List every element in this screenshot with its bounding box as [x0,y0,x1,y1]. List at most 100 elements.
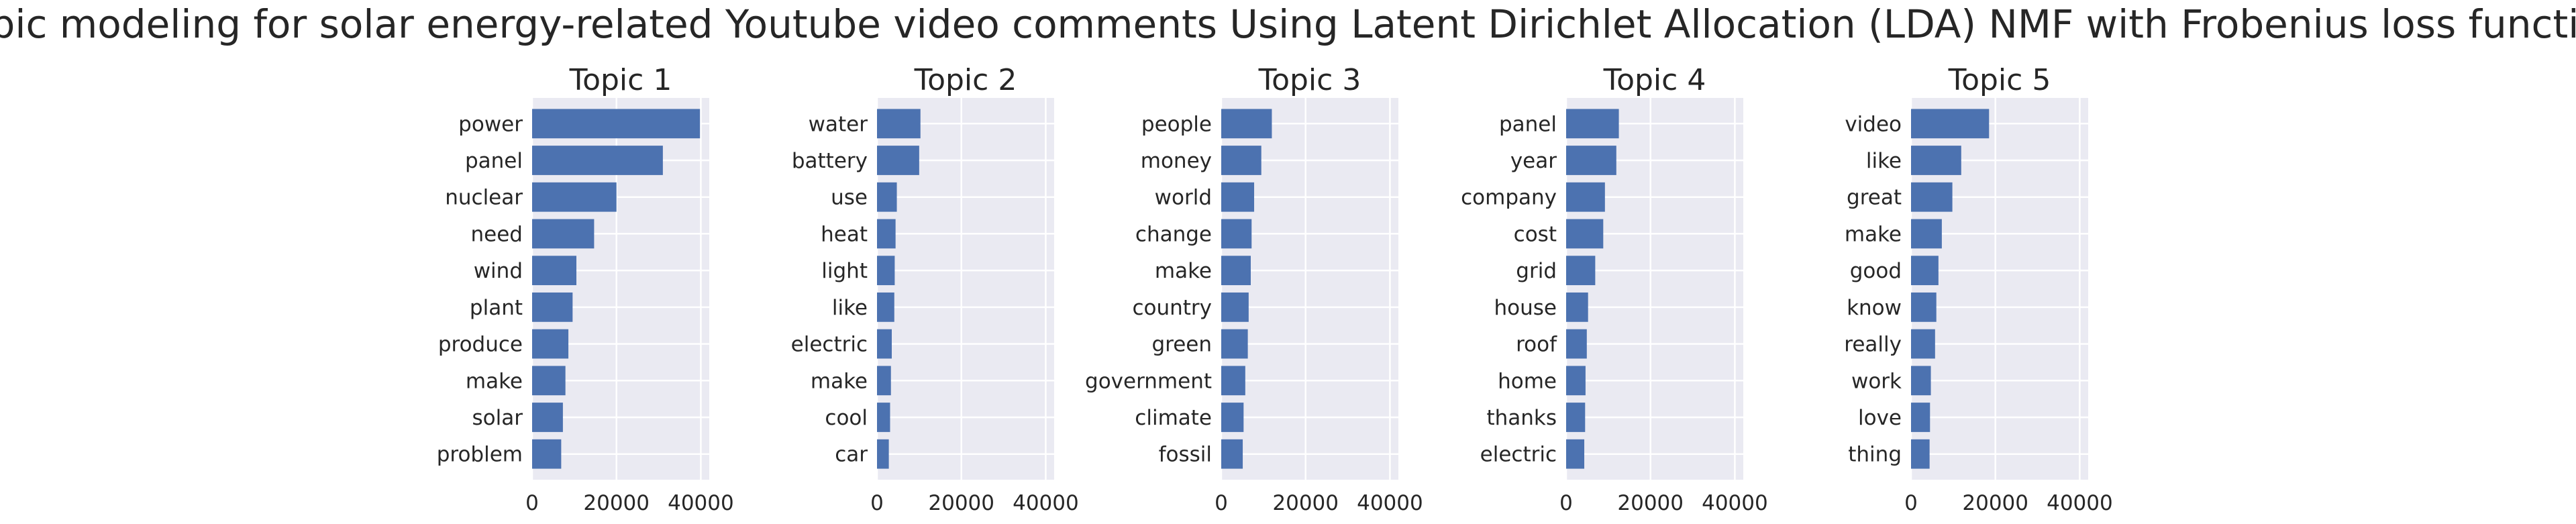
category-label: work [1851,369,1902,393]
category-label: car [835,443,868,467]
category-label: government [1085,369,1212,393]
panel-title: Topic 2 [914,63,1017,97]
category-label: people [1141,112,1212,136]
bar-thing [1911,439,1930,469]
bar-fossil [1221,439,1243,469]
bar-like [1911,146,1961,175]
category-label: water [809,112,868,136]
bar-people [1221,109,1272,139]
category-label: world [1155,186,1212,210]
x-tick-label: 20000 [928,491,994,515]
topic-panel-4: Topic 4 panel year company cost grid house roof… [1461,63,1768,515]
category-label: green [1151,333,1212,357]
x-tick-label: 20000 [583,491,650,515]
category-label: make [811,369,868,393]
panel-title: Topic 3 [1258,63,1361,97]
category-label: plant [470,296,523,320]
category-label: great [1847,186,1902,210]
bar-make [877,366,891,396]
x-tick-label: 0 [525,491,539,515]
category-label: really [1844,333,1902,357]
x-tick-label: 40000 [2047,491,2113,515]
category-label: thing [1848,443,1902,467]
bar-problem [532,439,562,469]
bar-car [877,439,889,469]
bar-produce [532,329,569,359]
category-label: wind [474,259,523,283]
bar-know [1911,292,1937,322]
x-tick-label: 20000 [1617,491,1684,515]
topic-panel-1: Topic 1 power panel nuclear need wind plant pro… [437,63,734,515]
x-tick-label: 40000 [1357,491,1423,515]
category-label: video [1845,112,1902,136]
bar-really [1911,329,1935,359]
bar-cost [1566,219,1604,249]
x-tick-label: 40000 [668,491,734,515]
category-label: electric [791,333,868,357]
x-tick-label: 0 [870,491,884,515]
category-label: power [458,112,523,136]
bar-company [1566,182,1605,212]
category-label: need [471,222,523,246]
category-label: roof [1516,333,1557,357]
category-label: change [1135,222,1212,246]
category-label: produce [438,333,523,357]
bar-video [1911,109,1990,139]
category-label: panel [1499,112,1557,136]
category-label: climate [1135,406,1212,430]
topic-panels: Topic 1 power panel nuclear need wind plant pro… [437,63,2113,515]
bar-house [1566,292,1588,322]
bar-panel [532,146,663,175]
bar-good [1911,256,1939,286]
category-label: home [1498,369,1557,393]
figure-title: Topic modeling for solar energy-related … [0,1,2576,47]
bar-change [1221,219,1252,249]
bar-power [532,109,701,139]
topic-panel-2: Topic 2 water battery use heat light like elect… [791,63,1079,515]
category-label: use [831,186,868,210]
category-label: make [1155,259,1212,283]
bar-electric [877,329,892,359]
bar-plant [532,292,573,322]
category-label: grid [1516,259,1557,283]
category-label: make [1845,222,1902,246]
category-label: panel [465,149,523,173]
category-label: fossil [1159,443,1212,467]
x-tick-label: 20000 [1272,491,1339,515]
panel-title: Topic 5 [1948,63,2051,97]
bar-nuclear [532,182,617,212]
bar-world [1221,182,1255,212]
x-tick-label: 40000 [1013,491,1079,515]
bar-money [1221,146,1261,175]
category-label: country [1132,296,1212,320]
panel-title: Topic 1 [569,63,672,97]
category-label: house [1494,296,1557,320]
bar-water [877,109,921,139]
bar-make [1911,219,1942,249]
category-label: good [1850,259,1902,283]
category-label: problem [437,443,523,467]
category-label: heat [821,222,868,246]
bar-year [1566,146,1616,175]
category-label: cool [825,406,868,430]
category-label: thanks [1486,406,1557,430]
bar-home [1566,366,1586,396]
bar-need [532,219,595,249]
category-label: battery [792,149,868,173]
x-tick-label: 0 [1215,491,1228,515]
category-label: make [466,369,523,393]
category-label: like [1866,149,1902,173]
bar-thanks [1566,403,1586,432]
category-label: company [1461,186,1557,210]
topic-panel-3: Topic 3 people money world change make country… [1085,63,1423,515]
bar-government [1221,366,1245,396]
category-label: solar [472,406,523,430]
bar-heat [877,219,896,249]
bar-grid [1566,256,1596,286]
category-label: nuclear [445,186,523,210]
bar-make [532,366,566,396]
category-label: light [821,259,868,283]
bar-work [1911,366,1931,396]
bar-like [877,292,894,322]
